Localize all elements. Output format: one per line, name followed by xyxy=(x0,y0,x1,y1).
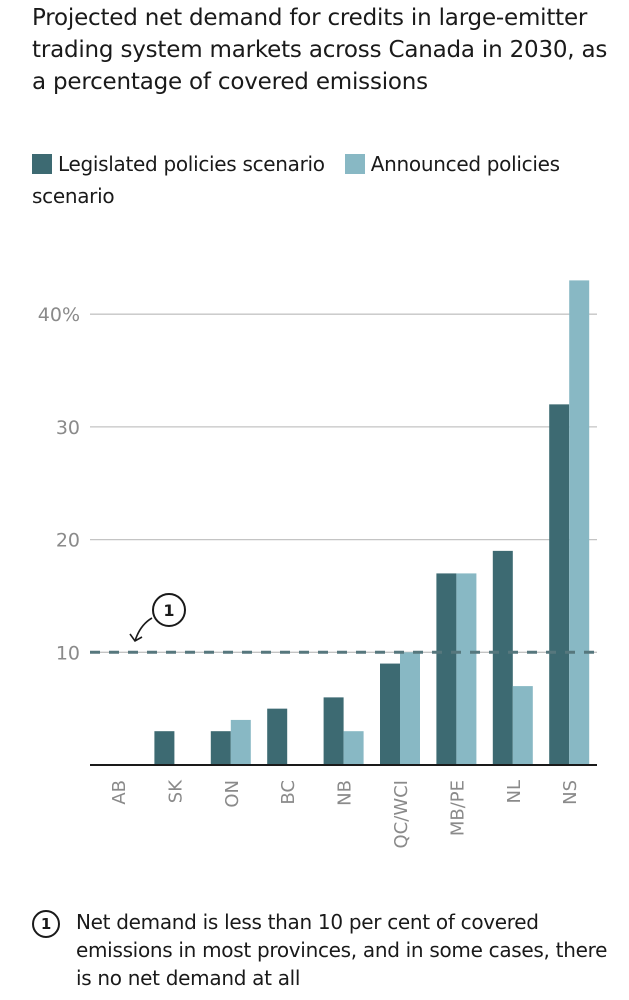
x-tick-label: ON xyxy=(222,780,243,808)
bar-legislated-sk xyxy=(154,731,175,765)
y-tick-label: 30 xyxy=(56,417,80,439)
bar-legislated-mbpe xyxy=(436,573,457,765)
bar-announced-ns xyxy=(569,280,590,765)
footnote: 1 Net demand is less than 10 per cent of… xyxy=(32,908,612,992)
bar-chart: 10 20 30 40% AB SK ON BC NB QC/WCI MB/PE NL NS 1 xyxy=(38,280,597,848)
legend-swatch-legislated xyxy=(32,154,52,174)
x-tick-label: SK xyxy=(165,779,186,803)
legend: Legislated policies scenario Announced p… xyxy=(32,148,592,212)
bar-legislated-bc xyxy=(267,708,288,765)
annotation-arrow xyxy=(134,617,153,642)
x-tick-label: NL xyxy=(504,780,525,804)
bar-legislated-nb xyxy=(323,697,344,765)
bar-announced-on xyxy=(230,719,251,765)
y-tick-label: 40% xyxy=(38,304,80,326)
footnote-marker: 1 xyxy=(32,910,60,938)
x-tick-label: AB xyxy=(109,780,130,805)
bar-announced-mbpe xyxy=(456,573,477,765)
bar-announced-nl xyxy=(512,686,533,765)
annotation-marker xyxy=(152,593,186,627)
x-tick-label: BC xyxy=(278,780,299,805)
chart-title: Projected net demand for credits in larg… xyxy=(32,5,608,95)
legend-item-legislated: Legislated policies scenario xyxy=(32,152,325,176)
bar-legislated-qcwci xyxy=(380,663,400,765)
bar-legislated-on xyxy=(210,731,231,765)
legend-swatch-announced xyxy=(344,154,365,174)
arrow-head-icon xyxy=(129,633,143,643)
bar-legislated-ns xyxy=(549,404,570,765)
y-tick-label: 10 xyxy=(56,642,80,664)
legend-item-announced: Announced policies scenario xyxy=(32,152,560,208)
x-tick-label: NS xyxy=(560,780,581,805)
footnote-text: Net demand is less than 10 per cent of c… xyxy=(76,910,608,990)
x-tick-label: MB/PE xyxy=(447,780,468,836)
legend-label-legislated: Legislated policies scenario xyxy=(58,152,325,176)
bar-announced-qcwci xyxy=(400,652,420,765)
x-tick-label: QC/WCI xyxy=(391,780,412,848)
bar-legislated-nl xyxy=(492,550,513,765)
annotation-marker-label: 1 xyxy=(163,601,174,620)
legend-label-announced: Announced policies scenario xyxy=(32,152,560,208)
y-tick-label: 20 xyxy=(56,530,80,552)
x-tick-label: NB xyxy=(335,780,356,806)
bar-announced-nb xyxy=(343,731,364,765)
